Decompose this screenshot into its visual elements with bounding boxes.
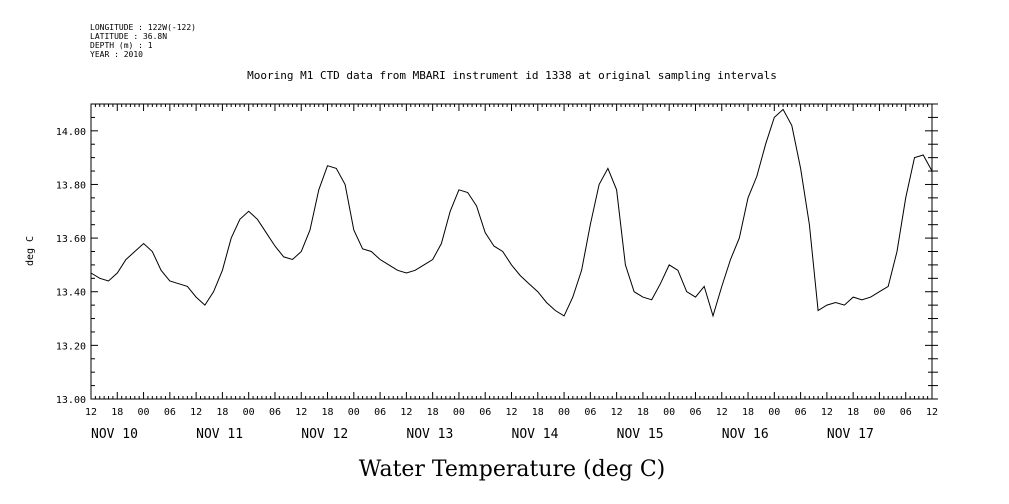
meta-year: YEAR : 2010	[90, 50, 143, 59]
x-tick-labels: 12 18 00 06 12 18 00 06 12 18 00 06 12 18 00 06 12 18 00 06…	[85, 407, 938, 418]
x-tick-label: 06	[374, 407, 386, 418]
x-tick-label: 18	[427, 407, 439, 418]
x-tick-label: 06	[795, 407, 807, 418]
y-tick-label: 13.40	[56, 288, 86, 299]
day-label: NOV 17	[827, 427, 874, 442]
x-tick-label: 18	[216, 407, 228, 418]
x-tick-label: 00	[768, 407, 780, 418]
day-label: NOV 14	[512, 427, 559, 442]
x-tick-label: 00	[558, 407, 570, 418]
y-axis-label: deg C	[25, 236, 36, 266]
x-tick-label: 06	[900, 407, 912, 418]
x-tick-label: 12	[295, 407, 307, 418]
x-tick-label: 18	[532, 407, 544, 418]
day-label: NOV 11	[196, 427, 243, 442]
day-labels: NOV 10 NOV 11 NOV 12 NOV 13 NOV 14 NOV 15 NOV …	[91, 427, 874, 442]
meta-depth: DEPTH (m) : 1	[90, 41, 153, 50]
x-tick-label: 00	[243, 407, 255, 418]
axis-ticks	[90, 103, 938, 400]
y-tick-labels: 13.00 13.20 13.40 13.60 13.80 14.00	[56, 127, 86, 406]
day-label: NOV 16	[722, 427, 769, 442]
x-tick-label: 06	[689, 407, 701, 418]
y-tick-label: 14.00	[56, 127, 86, 138]
day-label: NOV 12	[301, 427, 348, 442]
x-tick-label: 12	[505, 407, 517, 418]
x-tick-label: 06	[269, 407, 281, 418]
x-tick-label: 12	[716, 407, 728, 418]
x-tick-label: 18	[637, 407, 649, 418]
x-tick-label: 18	[742, 407, 754, 418]
series-group	[90, 108, 933, 318]
x-tick-label: 00	[138, 407, 150, 418]
x-tick-label: 00	[663, 407, 675, 418]
x-tick-label: 12	[400, 407, 412, 418]
day-label: NOV 10	[91, 427, 138, 442]
x-tick-label: 00	[873, 407, 885, 418]
x-tick-label: 06	[164, 407, 176, 418]
x-tick-label: 00	[453, 407, 465, 418]
x-tick-label: 12	[190, 407, 202, 418]
x-tick-label: 18	[111, 407, 123, 418]
y-tick-label: 13.20	[56, 341, 86, 352]
y-tick-label: 13.00	[56, 395, 86, 406]
x-tick-label: 06	[584, 407, 596, 418]
x-tick-label: 18	[847, 407, 859, 418]
x-tick-label: 12	[611, 407, 623, 418]
meta-longitude: LONGITUDE : 122W(-122)	[90, 23, 196, 32]
x-tick-label: 06	[479, 407, 491, 418]
plot-frame	[90, 103, 933, 400]
y-tick-label: 13.60	[56, 234, 86, 245]
x-tick-label: 00	[348, 407, 360, 418]
day-label: NOV 15	[617, 427, 664, 442]
x-tick-label: 18	[322, 407, 334, 418]
series-line	[90, 108, 933, 318]
meta-latitude: LATITUDE : 36.8N	[90, 32, 167, 41]
x-tick-label: 12	[85, 407, 97, 418]
x-tick-label: 12	[821, 407, 833, 418]
chart-title: Mooring M1 CTD data from MBARI instrumen…	[247, 69, 777, 82]
x-axis-title: Water Temperature (deg C)	[359, 457, 666, 482]
y-tick-label: 13.80	[56, 180, 86, 191]
day-label: NOV 13	[406, 427, 453, 442]
x-tick-label: 12	[926, 407, 938, 418]
